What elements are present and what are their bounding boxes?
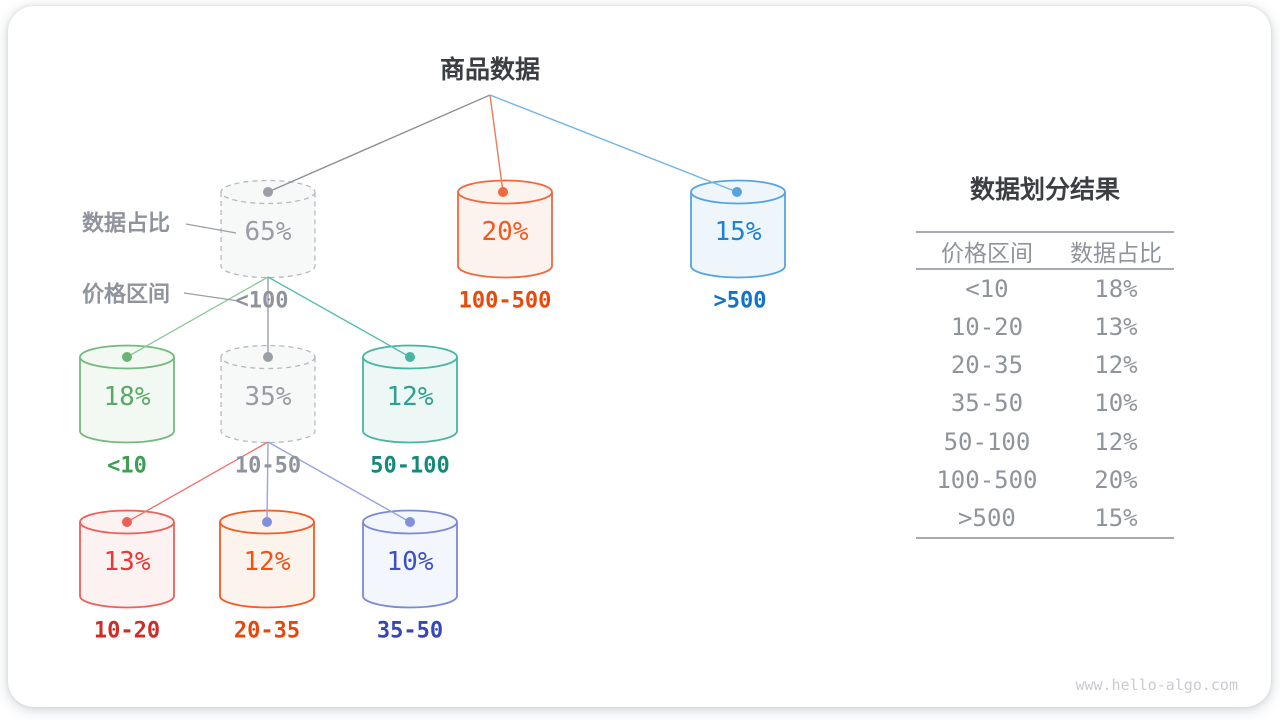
edge-10-50-10-20 (126, 441, 269, 523)
value-35-50: 10% (387, 547, 434, 577)
dot-10-20 (122, 517, 132, 527)
dot-100-500 (498, 187, 508, 197)
cell-share: 18% (1094, 274, 1138, 303)
pointer-price-range (183, 292, 240, 302)
table-row: 35-50 10% (916, 384, 1174, 422)
result-table: 价格区间 数据占比 <10 18% 10-20 13% 20-35 12% (916, 231, 1174, 539)
range-35-50: 35-50 (377, 619, 443, 644)
value-100-500: 20% (482, 217, 529, 247)
cell-range: 20-35 (950, 350, 1024, 379)
dot-50-100 (405, 352, 415, 362)
range-10-20: 10-20 (94, 619, 160, 644)
value-10-50: 35% (245, 382, 292, 412)
table-header-row: 价格区间 数据占比 (916, 232, 1174, 269)
pointer-data-share (185, 223, 237, 234)
cell-share: 15% (1094, 504, 1138, 533)
edge-lt100-50-100 (267, 276, 411, 358)
cell-share: 13% (1094, 312, 1138, 341)
dot-35-50 (405, 517, 415, 527)
dot-20-35 (262, 517, 272, 527)
value-20-35: 12% (244, 547, 291, 577)
value-lt100: 65% (245, 217, 292, 247)
table-row: 20-35 12% (916, 346, 1174, 384)
root-title: 商品数据 (440, 55, 540, 84)
cell-range: 100-500 (936, 466, 1038, 495)
cell-range: 10-20 (950, 312, 1024, 341)
column-header-data-share: 数据占比 (1069, 239, 1162, 266)
edge-root-lt100 (267, 94, 491, 193)
column-header-price-range: 价格区间 (940, 239, 1033, 266)
label-price-range: 价格区间 (82, 282, 170, 307)
table-row: <10 18% (916, 269, 1174, 307)
edge-10-50-20-35 (266, 441, 269, 523)
range-50-100: 50-100 (370, 454, 449, 479)
cell-range: 35-50 (950, 389, 1024, 418)
dot-gt500 (732, 187, 742, 197)
cell-share: 12% (1094, 350, 1138, 379)
table-row: 100-500 20% (916, 461, 1174, 499)
cell-range: >500 (958, 504, 1016, 533)
website-url: www.hello-algo.com (1075, 676, 1238, 694)
edge-root-gt500 (489, 94, 738, 193)
value-lt10: 18% (104, 382, 151, 412)
value-gt500: 15% (715, 217, 762, 247)
range-100-500: 100-500 (459, 289, 552, 314)
cell-range: <10 (965, 274, 1009, 303)
cell-share: 12% (1094, 427, 1138, 456)
figure-card (8, 6, 1271, 707)
cell-share: 10% (1094, 389, 1138, 418)
cell-share: 20% (1094, 466, 1138, 495)
table-row: 50-100 12% (916, 423, 1174, 461)
value-10-20: 13% (104, 547, 151, 577)
range-20-35: 20-35 (234, 619, 300, 644)
range-lt100: <100 (236, 289, 289, 314)
value-50-100: 12% (387, 382, 434, 412)
edge-root-100-500 (489, 94, 504, 193)
result-panel: 数据划分结果 价格区间 数据占比 <10 18% 10-20 13% 20-35 (916, 176, 1174, 539)
dot-lt10 (122, 352, 132, 362)
table-row: >500 15% (916, 499, 1174, 537)
label-data-share: 数据占比 (82, 211, 170, 236)
result-panel-title: 数据划分结果 (969, 176, 1120, 204)
edge-lt100-lt10 (126, 276, 269, 358)
edge-10-50-35-50 (267, 441, 411, 523)
dot-10-50 (263, 352, 273, 362)
cell-range: 50-100 (943, 427, 1031, 456)
dot-lt100 (263, 187, 273, 197)
table-row: 10-20 13% (916, 307, 1174, 345)
range-gt500: >500 (714, 289, 767, 314)
range-10-50: 10-50 (235, 454, 301, 479)
range-lt10: <10 (107, 454, 147, 479)
